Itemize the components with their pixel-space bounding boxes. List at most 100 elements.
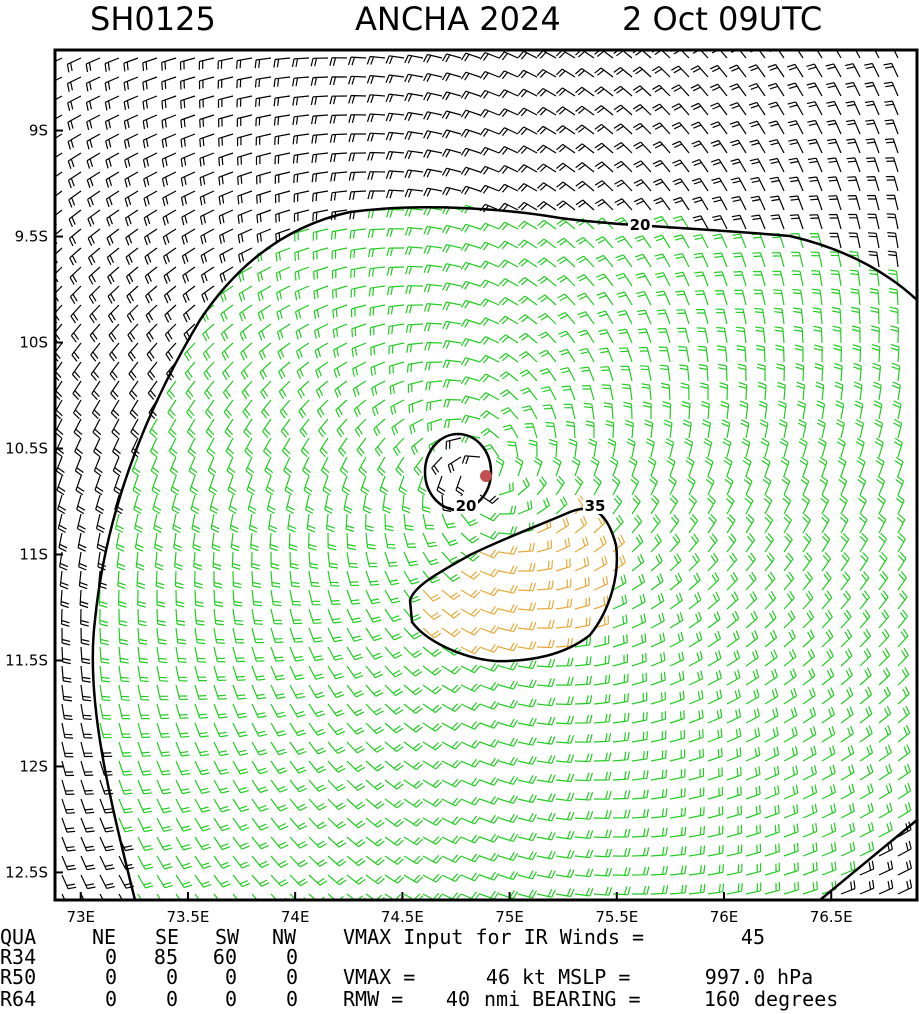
wind-barb — [308, 779, 327, 792]
wind-barb — [517, 717, 537, 727]
wind-barb — [384, 570, 400, 586]
wind-barb — [270, 779, 288, 793]
wind-barb — [859, 764, 874, 781]
wind-barb — [677, 327, 690, 344]
wind-barb — [194, 722, 209, 738]
wind-barb — [175, 646, 187, 663]
wind-barb — [613, 160, 633, 173]
wind-barb — [555, 618, 573, 629]
wind-barb — [422, 798, 443, 808]
wind-barb — [758, 400, 768, 420]
wind-barb — [688, 690, 704, 705]
lat-label: 9S — [29, 122, 48, 140]
wind-barb — [68, 228, 82, 247]
wind-barb — [659, 364, 671, 382]
wind-barb — [669, 788, 686, 800]
wind-barb — [479, 738, 500, 748]
wind-barb — [332, 285, 348, 299]
wind-barb — [308, 855, 328, 867]
wind-barb — [764, 610, 777, 629]
wind-barb — [366, 55, 386, 65]
wind-barb — [350, 304, 367, 318]
table-cell: 45 — [741, 925, 765, 949]
wind-barb — [594, 123, 614, 135]
wind-barb — [137, 760, 152, 776]
table-cell: 0 — [286, 945, 298, 969]
wind-barb — [270, 551, 280, 570]
wind-barb — [840, 648, 853, 667]
wind-barb — [389, 361, 405, 375]
wind-barb — [59, 570, 69, 590]
wind-barb — [802, 784, 818, 800]
wind-barb — [143, 171, 158, 188]
wind-barb — [655, 272, 671, 287]
wind-barb — [536, 619, 555, 629]
table-cell: degrees — [754, 987, 838, 1011]
wind-barb — [251, 874, 270, 887]
wind-barb — [650, 671, 666, 686]
wind-barb — [182, 285, 196, 303]
wind-barb — [390, 399, 405, 416]
wind-barb — [273, 95, 291, 107]
wind-barb — [93, 437, 102, 458]
wind-barb — [366, 75, 386, 84]
wind-barb — [384, 532, 396, 549]
wind-barb — [281, 437, 291, 458]
wind-barb — [460, 299, 481, 309]
wind-barb — [236, 76, 253, 89]
wind-barb — [721, 419, 731, 439]
wind-barb — [528, 439, 538, 458]
wind-barb — [161, 171, 177, 187]
wind-barb — [840, 822, 856, 838]
wind-barb — [365, 551, 378, 568]
wind-barb — [816, 400, 826, 420]
wind-barb — [56, 475, 66, 496]
wind-barb — [517, 107, 538, 117]
wind-barb — [442, 224, 462, 234]
table-cell: 0 — [166, 987, 178, 1011]
wind-barb — [787, 120, 804, 135]
wind-barb — [296, 361, 310, 379]
wind-barb — [600, 366, 614, 382]
wind-barb — [327, 836, 347, 848]
wind-barb — [778, 419, 788, 439]
wind-barb — [773, 307, 785, 325]
wind-barb — [831, 288, 842, 306]
wind-barb — [840, 764, 855, 781]
lat-label: 10S — [19, 334, 48, 352]
wind-barb — [156, 893, 162, 900]
wind-barb — [213, 855, 231, 869]
wind-barb — [635, 272, 652, 287]
wind-barb — [80, 798, 95, 814]
wind-barb — [194, 741, 210, 757]
wind-barb — [669, 671, 685, 686]
wind-barb — [441, 72, 462, 82]
wind-barb — [270, 684, 286, 700]
wind-barb — [270, 874, 289, 887]
wind-barb — [887, 250, 899, 268]
wind-barb — [403, 855, 424, 865]
wind-barb — [537, 201, 557, 211]
wind-barb — [625, 419, 634, 439]
wind-barb — [827, 157, 842, 173]
wind-barb — [498, 890, 519, 900]
wind-barb — [729, 102, 747, 116]
wind-barb — [245, 456, 255, 477]
wind-barb — [556, 237, 576, 249]
wind-barb — [807, 138, 823, 154]
wind-barb — [859, 609, 871, 629]
wind-barb — [154, 551, 164, 571]
wind-barb — [556, 200, 576, 211]
wind-barb — [650, 846, 668, 857]
wind-barb — [555, 696, 574, 706]
wind-barb — [237, 152, 253, 166]
wind-barb — [739, 400, 749, 420]
wind-barb — [67, 95, 82, 112]
wind-barb — [392, 437, 405, 457]
wind-barb — [280, 418, 291, 438]
wind-barb — [688, 864, 706, 876]
wind-barb — [743, 475, 753, 496]
wind-barb — [308, 684, 325, 699]
wind-barb — [894, 456, 904, 477]
wind-barb — [294, 228, 310, 242]
